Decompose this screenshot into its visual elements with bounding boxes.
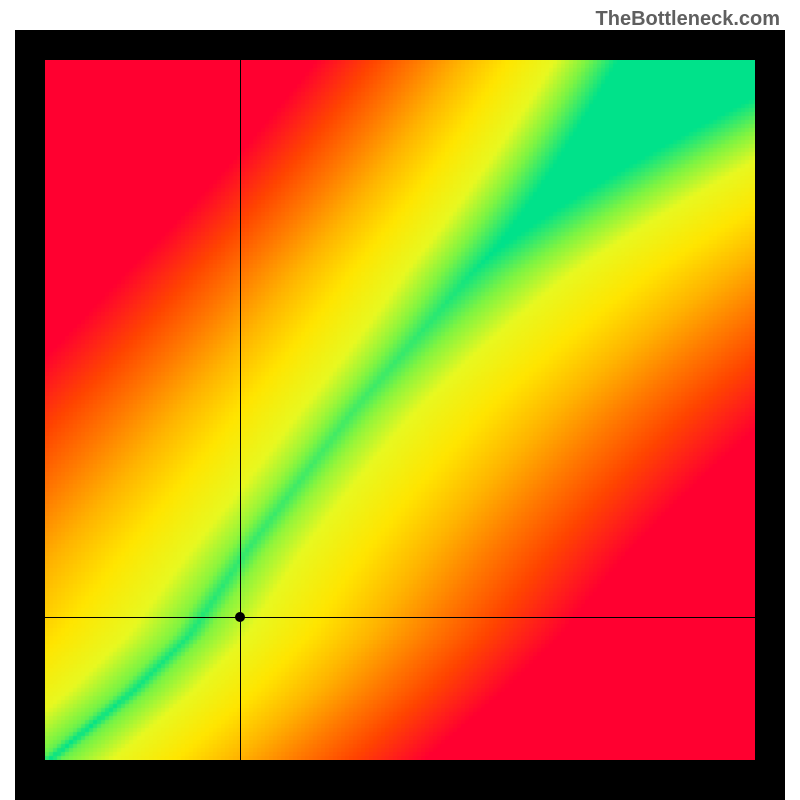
heatmap-canvas [45,60,755,760]
chart-wrapper: TheBottleneck.com [0,0,800,800]
plot-area [45,60,755,760]
crosshair-marker [235,612,245,622]
chart-frame [15,30,785,800]
crosshair-vertical [240,60,241,760]
watermark-text: TheBottleneck.com [596,8,780,31]
crosshair-horizontal [45,617,755,618]
